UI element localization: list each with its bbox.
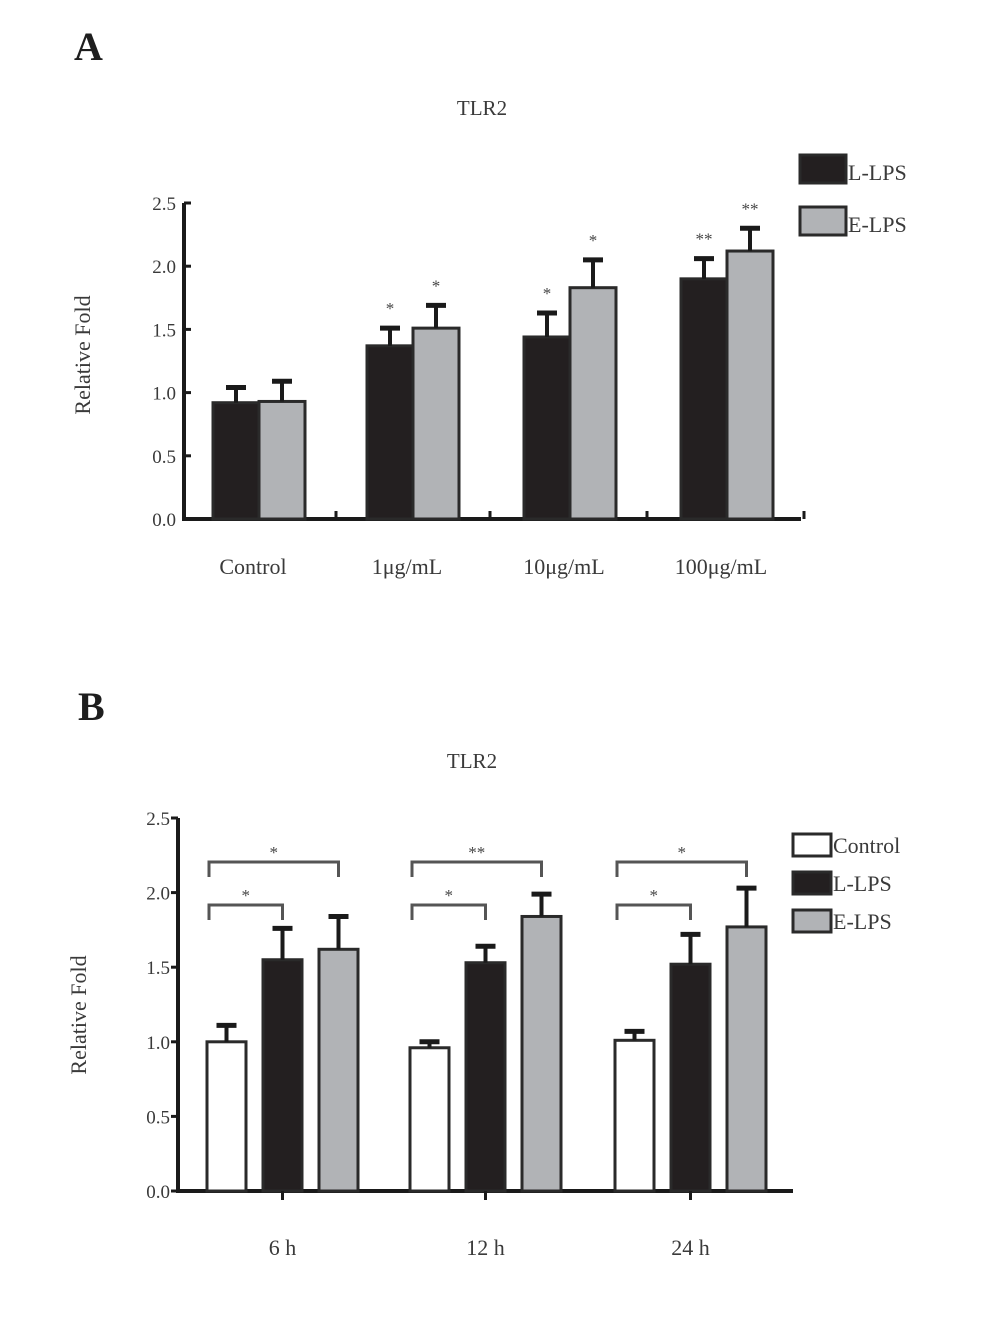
x-category-label: Control bbox=[219, 554, 286, 579]
bar bbox=[205, 1040, 248, 1193]
y-tick-label: 0.5 bbox=[146, 1107, 170, 1128]
legend-label: L-LPS bbox=[833, 871, 892, 896]
panel-b-chart: 0.0 0.5 1.0 1.5 2.0 2.5 6 h 12 h 24 h Control L-LP… bbox=[146, 809, 900, 1260]
significance-marker: * bbox=[432, 276, 441, 295]
bar bbox=[257, 399, 307, 521]
bar bbox=[408, 1046, 451, 1193]
bar bbox=[522, 335, 572, 521]
bar bbox=[261, 958, 304, 1193]
x-category-label: 6 h bbox=[269, 1235, 297, 1260]
panel-a-title: TLR2 bbox=[457, 96, 507, 120]
bar bbox=[464, 961, 507, 1193]
legend-label: L-LPS bbox=[848, 160, 907, 185]
comparison-bracket bbox=[615, 860, 748, 877]
panel-b-ylabel: Relative Fold bbox=[66, 955, 91, 1074]
y-tick-label: 1.0 bbox=[146, 1033, 170, 1054]
bar bbox=[725, 249, 775, 521]
x-category-label: 24 h bbox=[671, 1235, 710, 1260]
bar bbox=[365, 344, 415, 521]
bar bbox=[725, 925, 768, 1193]
legend-label: E-LPS bbox=[833, 909, 892, 934]
legend-swatch bbox=[791, 870, 833, 896]
panel-a-letter: A bbox=[74, 24, 103, 69]
comparison-bracket bbox=[615, 903, 692, 920]
comparison-significance: * bbox=[242, 886, 251, 905]
panel-b-letter: B bbox=[78, 684, 105, 729]
comparison-significance: * bbox=[678, 843, 687, 862]
x-category-label: 1μg/mL bbox=[372, 554, 442, 579]
legend-swatch bbox=[791, 832, 833, 858]
comparison-significance: * bbox=[270, 843, 279, 862]
comparison-bracket bbox=[207, 903, 284, 920]
significance-marker: ** bbox=[742, 199, 759, 218]
y-tick-label: 2.0 bbox=[146, 884, 170, 905]
x-category-label: 10μg/mL bbox=[523, 554, 604, 579]
x-category-label: 12 h bbox=[466, 1235, 505, 1260]
y-tick-label: 0.0 bbox=[152, 510, 176, 531]
bar bbox=[679, 277, 729, 521]
legend-label: E-LPS bbox=[848, 212, 907, 237]
y-tick-label: 1.5 bbox=[146, 958, 170, 979]
panel-b-title: TLR2 bbox=[447, 749, 497, 773]
y-tick-label: 2.0 bbox=[152, 257, 176, 278]
panel-a-chart: 0.00.51.01.52.02.5Control**1μg/mL**10μg/… bbox=[152, 153, 907, 579]
comparison-significance: * bbox=[445, 886, 454, 905]
legend-swatch bbox=[791, 908, 833, 934]
bar bbox=[317, 947, 360, 1193]
comparison-bracket bbox=[207, 860, 340, 877]
comparison-bracket bbox=[410, 860, 543, 877]
bar bbox=[520, 914, 563, 1193]
bar bbox=[613, 1038, 656, 1193]
legend-swatch bbox=[798, 153, 848, 185]
bar bbox=[669, 962, 712, 1193]
y-tick-label: 1.0 bbox=[152, 384, 176, 405]
y-tick-label: 1.5 bbox=[152, 320, 176, 341]
legend-label: Control bbox=[833, 833, 900, 858]
bar bbox=[568, 286, 618, 521]
comparison-significance: * bbox=[650, 886, 659, 905]
significance-marker: * bbox=[589, 231, 598, 250]
significance-marker: * bbox=[543, 284, 552, 303]
y-tick-label: 2.5 bbox=[152, 194, 176, 215]
legend-swatch bbox=[798, 205, 848, 237]
y-tick-label: 0.5 bbox=[152, 447, 176, 468]
bar bbox=[411, 326, 461, 521]
panel-a-ylabel: Relative Fold bbox=[70, 295, 95, 414]
comparison-significance: ** bbox=[468, 843, 485, 862]
comparison-bracket bbox=[410, 903, 487, 920]
significance-marker: * bbox=[386, 299, 395, 318]
y-tick-label: 2.5 bbox=[146, 809, 170, 830]
bar bbox=[211, 401, 261, 521]
x-category-label: 100μg/mL bbox=[675, 554, 767, 579]
y-tick-label: 0.0 bbox=[146, 1182, 170, 1203]
significance-marker: ** bbox=[696, 230, 713, 249]
